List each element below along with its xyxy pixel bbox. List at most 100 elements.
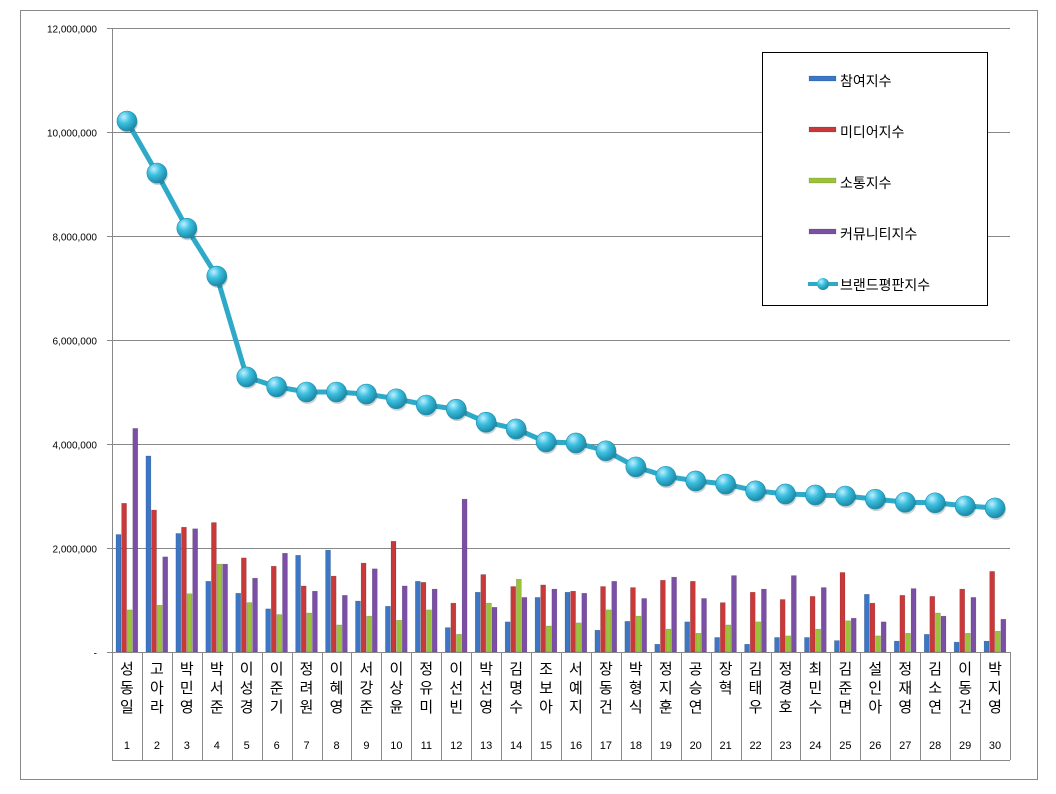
bar-미디어지수: [181, 526, 187, 653]
bar-참여지수: [774, 637, 780, 653]
bar-참여지수: [624, 621, 631, 653]
category-label: 태: [749, 680, 763, 697]
bar-참여지수: [235, 592, 241, 653]
category-label: 성: [240, 680, 254, 697]
bar-소통지수: [426, 609, 432, 653]
category-label: 정: [898, 661, 912, 678]
category-label: 지: [569, 699, 583, 716]
rank-label: 11: [421, 740, 432, 752]
category-label: 아: [539, 699, 553, 716]
bar-미디어지수: [480, 574, 487, 653]
bar-커뮤니티지수: [701, 598, 707, 653]
rank-label: 6: [274, 740, 280, 752]
brand-index-marker: [206, 265, 228, 287]
bar-미디어지수: [959, 588, 965, 653]
category-label: 명: [509, 680, 523, 697]
bar-참여지수: [115, 534, 122, 653]
rank-label: 20: [690, 740, 702, 752]
bar-커뮤니티지수: [162, 556, 168, 653]
bar-참여지수: [265, 608, 271, 653]
bar-참여지수: [714, 637, 720, 653]
legend-label: 소통지수: [840, 175, 892, 191]
legend-label: 커뮤니티지수: [840, 226, 917, 242]
bar-소통지수: [186, 593, 193, 653]
category-label: 영: [898, 699, 912, 716]
rank-label: 9: [363, 740, 369, 752]
bar-참여지수: [894, 640, 900, 653]
category-label: 이: [958, 661, 972, 678]
bar-커뮤니티지수: [731, 575, 737, 653]
category-label: 라: [150, 699, 164, 716]
brand-index-marker: [745, 480, 766, 502]
y-tick-label: 8,000,000: [53, 233, 98, 244]
brand-index-marker: [146, 162, 168, 184]
bar-미디어지수: [151, 509, 157, 653]
bar-미디어지수: [330, 575, 337, 653]
brand-index-marker: [535, 431, 557, 453]
rank-label: 18: [630, 740, 642, 752]
bar-소통지수: [246, 602, 253, 653]
bar-미디어지수: [690, 581, 696, 653]
bar-미디어지수: [540, 584, 546, 653]
brand-index-marker: [685, 470, 707, 492]
bar-커뮤니티지수: [940, 615, 947, 653]
category-label: 기: [270, 699, 284, 716]
bar-미디어지수: [570, 590, 576, 653]
bar-미디어지수: [271, 565, 277, 653]
bar-참여지수: [684, 621, 690, 653]
bar-커뮤니티지수: [1000, 618, 1007, 653]
bar-미디어지수: [241, 557, 247, 653]
brand-index-marker: [266, 376, 287, 398]
bar-소통지수: [366, 615, 372, 653]
rank-label: 5: [244, 740, 250, 752]
bar-커뮤니티지수: [821, 587, 827, 653]
category-label: 영: [988, 699, 1002, 716]
category-label: 아: [150, 680, 164, 697]
bar-참여지수: [415, 581, 421, 653]
category-label: 수: [509, 699, 523, 716]
bar-참여지수: [834, 640, 840, 653]
brand-index-marker: [775, 483, 796, 505]
category-label: 박: [180, 661, 194, 678]
bar-참여지수: [385, 605, 391, 653]
bar-참여지수: [864, 594, 870, 653]
legend-swatch: [808, 75, 837, 82]
category-label: 이: [270, 661, 284, 678]
bar-미디어지수: [660, 579, 666, 653]
bar-커뮤니티지수: [581, 592, 588, 653]
rank-label: 23: [779, 740, 791, 752]
category-label: 경: [779, 680, 793, 697]
category-label: 승: [689, 680, 703, 697]
bar-커뮤니티지수: [880, 621, 887, 653]
bar-참여지수: [983, 640, 990, 653]
category-label: 준: [210, 699, 224, 716]
category-label: 장: [719, 661, 733, 678]
bar-소통지수: [605, 609, 612, 653]
legend-swatch: [808, 126, 837, 133]
category-label: 동: [599, 680, 613, 697]
bar-참여지수: [295, 555, 301, 653]
category-label: 상: [389, 680, 403, 697]
rank-label: 13: [480, 740, 492, 752]
bar-미디어지수: [989, 571, 995, 653]
bar-커뮤니티지수: [372, 568, 378, 653]
bar-소통지수: [845, 620, 851, 653]
bar-커뮤니티지수: [491, 607, 498, 653]
brand-index-marker: [415, 394, 437, 416]
legend-label: 브랜드평판지수: [840, 277, 930, 293]
bar-소통지수: [965, 633, 971, 653]
category-label: 공: [689, 661, 703, 678]
category-label: 정: [779, 661, 793, 678]
category-label: 강: [360, 680, 374, 697]
bar-커뮤니티지수: [252, 577, 258, 653]
category-label: 아: [868, 699, 882, 716]
category-label: 김: [749, 661, 763, 678]
legend-swatch: [808, 228, 837, 235]
bar-참여지수: [205, 581, 212, 653]
bar-참여지수: [504, 621, 511, 653]
bar-소통지수: [725, 624, 732, 653]
rank-label: 2: [154, 740, 160, 752]
category-label: 윤: [389, 699, 403, 716]
bar-커뮤니티지수: [401, 585, 408, 653]
